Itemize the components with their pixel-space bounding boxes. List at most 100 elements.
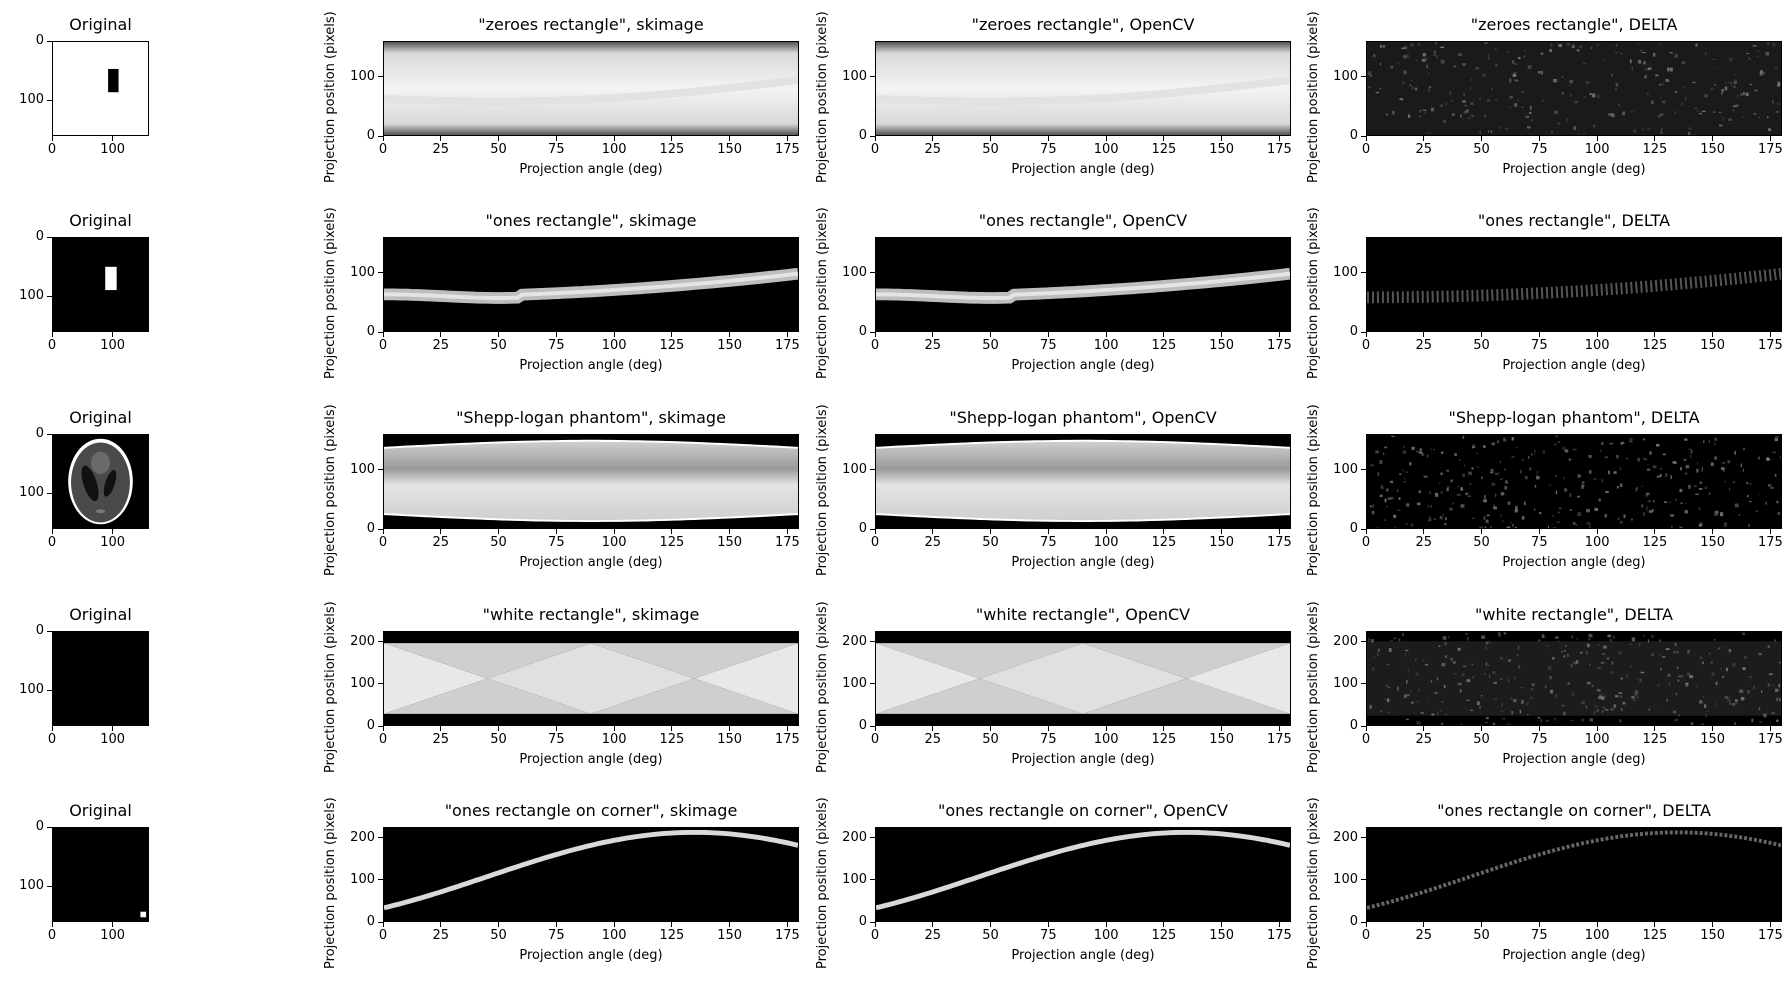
delta-noise bbox=[1604, 694, 1606, 697]
sinogram-svg bbox=[876, 828, 1290, 921]
sinogram-top-wedge-2 bbox=[1083, 643, 1290, 679]
delta-noise bbox=[1754, 89, 1758, 92]
delta-noise bbox=[1387, 711, 1391, 713]
y-axis-label: Projection position (pixels) bbox=[1306, 601, 1321, 773]
delta-noise bbox=[1473, 99, 1475, 102]
sinogram-xtick-mark bbox=[990, 922, 992, 927]
delta-noise bbox=[1775, 111, 1779, 113]
sinogram-ytick-label: 0 bbox=[1349, 324, 1358, 339]
delta-noise bbox=[1430, 107, 1434, 112]
panel-title: "ones rectangle on corner", skimage bbox=[444, 801, 738, 820]
sinogram-top-edge bbox=[876, 439, 1290, 449]
delta-noise bbox=[1396, 509, 1401, 511]
original-ytick-label: 0 bbox=[35, 426, 44, 441]
delta-noise bbox=[1393, 514, 1397, 518]
sinogram-ytick-label: 200 bbox=[1333, 633, 1358, 649]
sinogram-svg bbox=[1367, 238, 1781, 331]
delta-noise bbox=[1674, 91, 1678, 94]
delta-noise bbox=[1688, 448, 1692, 450]
delta-noise bbox=[1466, 699, 1470, 702]
delta-noise bbox=[1493, 504, 1495, 507]
y-axis-label: Projection position (pixels) bbox=[1306, 11, 1321, 183]
delta-noise bbox=[1620, 692, 1623, 694]
original-ytick-label: 100 bbox=[19, 682, 44, 698]
delta-noise bbox=[1456, 493, 1461, 496]
delta-noise bbox=[1714, 83, 1716, 86]
sinogram-xtick-label: 0 bbox=[1361, 928, 1371, 943]
delta-noise bbox=[1518, 645, 1520, 650]
delta-noise bbox=[1485, 641, 1488, 645]
delta-noise bbox=[1550, 130, 1554, 134]
delta-noise bbox=[1538, 639, 1541, 642]
delta-noise bbox=[1681, 102, 1683, 106]
delta-noise bbox=[1407, 668, 1409, 673]
delta-noise bbox=[1391, 435, 1395, 438]
delta-noise bbox=[1646, 508, 1648, 512]
delta-noise bbox=[1642, 52, 1646, 54]
delta-noise bbox=[1771, 712, 1775, 714]
delta-noise bbox=[1780, 43, 1781, 46]
delta-noise bbox=[1646, 468, 1651, 471]
delta-noise bbox=[1710, 88, 1715, 91]
delta-noise bbox=[1490, 468, 1494, 473]
delta-noise bbox=[1487, 130, 1490, 133]
delta-noise bbox=[1398, 638, 1401, 642]
delta-noise bbox=[1593, 124, 1596, 128]
delta-noise bbox=[1402, 632, 1405, 637]
sinogram-xtick-mark bbox=[1654, 726, 1656, 731]
delta-noise bbox=[1660, 128, 1663, 131]
sinogram-xtick-label: 100 bbox=[601, 928, 627, 943]
delta-noise bbox=[1631, 637, 1636, 642]
sinogram-ytick-mark bbox=[378, 879, 383, 881]
delta-noise bbox=[1593, 711, 1596, 715]
sinogram-xtick-label: 25 bbox=[924, 142, 942, 157]
sinogram-plot bbox=[875, 434, 1291, 529]
delta-noise bbox=[1461, 673, 1465, 676]
delta-noise bbox=[1571, 693, 1575, 696]
delta-noise bbox=[1446, 488, 1449, 492]
delta-noise bbox=[1596, 709, 1599, 713]
delta-noise bbox=[1494, 64, 1498, 67]
delta-noise bbox=[1586, 681, 1591, 685]
delta-noise bbox=[1756, 55, 1759, 57]
delta-noise bbox=[1403, 481, 1406, 483]
delta-noise bbox=[1647, 463, 1649, 466]
delta-noise bbox=[1431, 713, 1435, 716]
sinogram-xtick-mark bbox=[440, 136, 442, 141]
sinogram-xtick-label: 125 bbox=[1151, 732, 1177, 747]
delta-noise bbox=[1500, 514, 1502, 517]
sinogram-ytick-mark bbox=[1361, 528, 1366, 530]
delta-noise bbox=[1581, 481, 1585, 484]
delta-noise bbox=[1582, 62, 1587, 65]
sinogram-xtick-label: 75 bbox=[548, 928, 565, 943]
delta-noise bbox=[1555, 636, 1559, 639]
delta-noise bbox=[1601, 442, 1604, 445]
sinogram-xtick-label: 150 bbox=[1700, 142, 1726, 157]
delta-noise bbox=[1435, 55, 1438, 59]
delta-noise bbox=[1647, 92, 1649, 95]
delta-noise bbox=[1538, 511, 1542, 515]
sinogram-xtick-label: 175 bbox=[775, 732, 800, 747]
delta-noise bbox=[1647, 639, 1650, 643]
delta-noise bbox=[1601, 696, 1605, 700]
delta-noise bbox=[1379, 710, 1383, 712]
sinogram-plot bbox=[875, 827, 1291, 922]
delta-noise bbox=[1641, 127, 1644, 131]
delta-noise bbox=[1715, 681, 1718, 686]
delta-noise bbox=[1378, 88, 1382, 90]
sinogram-xtick-mark bbox=[498, 332, 500, 337]
sinogram-xtick-label: 50 bbox=[982, 142, 999, 157]
original-ytick-mark bbox=[47, 630, 52, 632]
original-xtick-label: 100 bbox=[100, 338, 126, 353]
delta-noise bbox=[1463, 92, 1465, 97]
sinogram-xtick-mark bbox=[555, 726, 557, 731]
delta-noise bbox=[1554, 694, 1558, 698]
sinogram-xtick-label: 50 bbox=[490, 928, 507, 943]
sinogram-xtick-label: 150 bbox=[1209, 338, 1235, 353]
panel-title: "ones rectangle", skimage bbox=[485, 211, 697, 230]
delta-noise bbox=[1493, 506, 1497, 510]
sinogram-xtick-mark bbox=[555, 922, 557, 927]
delta-noise bbox=[1372, 667, 1375, 671]
sinogram-xtick-mark bbox=[729, 922, 731, 927]
delta-noise bbox=[1566, 653, 1570, 657]
